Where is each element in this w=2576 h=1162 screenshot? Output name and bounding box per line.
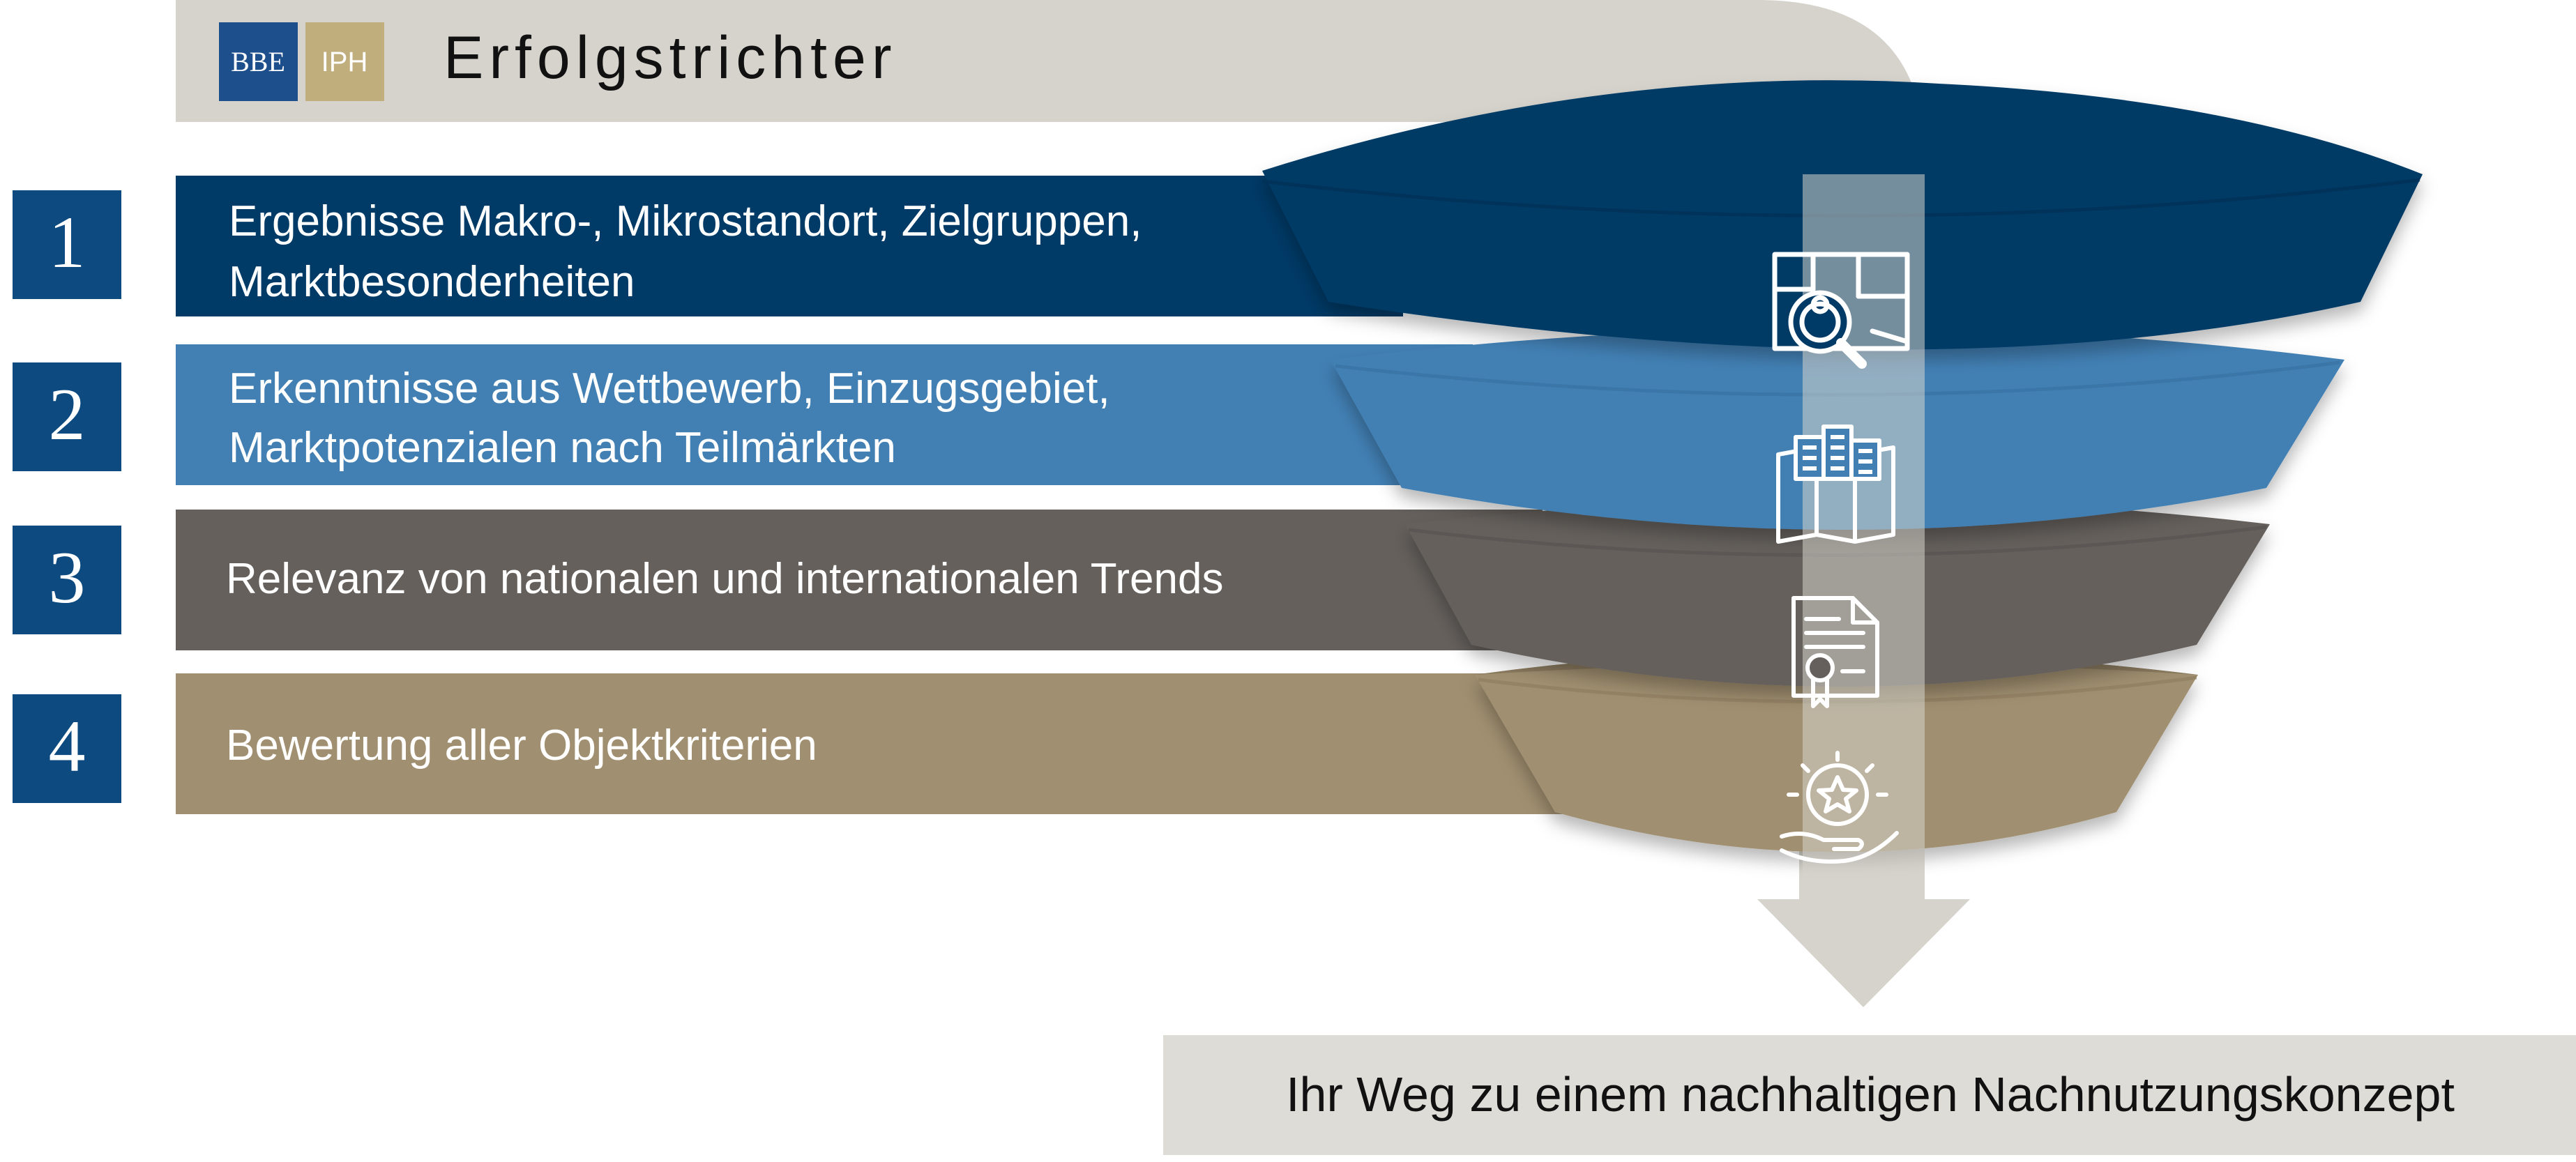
step-2-line-1: Erkenntnisse aus Wettbewerb, Einzugsgebi… [229, 365, 1110, 413]
step-badge-3 [13, 526, 121, 634]
step-badge-2 [13, 362, 121, 471]
footer-box [1163, 1035, 2576, 1155]
step-bar-1 [176, 176, 1403, 316]
logo-iph-text: IPH [321, 47, 368, 77]
step-2-line-2: Marktpotenzialen nach Teilmärkten [229, 424, 896, 472]
step-number-3: 3 [49, 537, 86, 618]
certificate-document-icon [1791, 596, 1879, 708]
footer-text: Ihr Weg zu einem nachhaltigen Nachnutzun… [1286, 1067, 2455, 1122]
step-number-1: 1 [49, 201, 86, 283]
step-badge-4 [13, 694, 121, 803]
step-number-2: 2 [49, 374, 86, 455]
step-1-line-1: Ergebnisse Makro-, Mikrostandort, Zielgr… [229, 197, 1142, 245]
logo-bbe-box [219, 22, 298, 101]
logo: BBE IPH [219, 22, 384, 101]
arrow-head [1757, 899, 1970, 1007]
step-badge-1 [13, 190, 121, 299]
step-bar-4 [176, 673, 1612, 814]
logo-bbe-text: BBE [231, 46, 285, 77]
step-bar-2 [176, 344, 1473, 485]
logo-iph-box [305, 22, 384, 101]
step-number-4: 4 [49, 705, 86, 787]
step-1-line-2: Marktbesonderheiten [229, 258, 635, 306]
map-search-icon [1772, 252, 1910, 369]
step-3-line-1: Relevanz von nationalen und internationa… [226, 555, 1223, 603]
step-4-line-1: Bewertung aller Objektkriterien [226, 721, 817, 770]
page-title: Erfolgstrichter [444, 24, 897, 91]
step-bar-3 [176, 510, 1543, 650]
city-map-icon [1776, 425, 1895, 544]
hand-star-icon [1780, 751, 1899, 864]
